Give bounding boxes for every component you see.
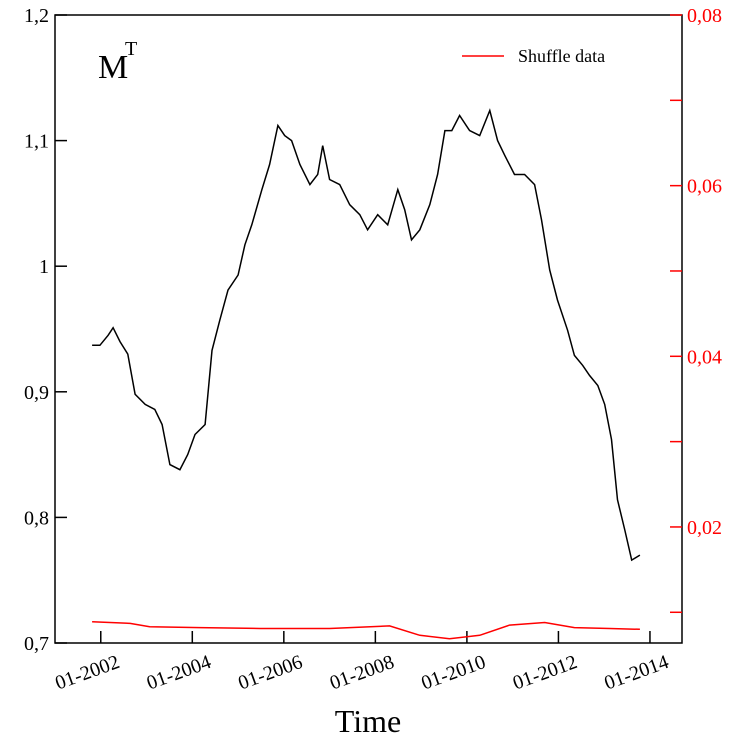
y-tick-label: 0,9 xyxy=(24,382,49,404)
x-tick-label: 01-2006 xyxy=(235,651,305,694)
legend-label: Shuffle data xyxy=(518,46,605,66)
y-tick-label: 1,2 xyxy=(24,5,49,27)
y-tick-label: 0,8 xyxy=(24,507,49,529)
y2-tick-label: 0,02 xyxy=(687,517,722,539)
x-tick-label: 01-2002 xyxy=(52,651,122,694)
annotation-superscript: T xyxy=(125,38,137,60)
x-tick-label: 01-2014 xyxy=(601,651,671,694)
series-line xyxy=(92,108,641,562)
annotation: M xyxy=(98,49,128,86)
y2-tick-label: 0,08 xyxy=(687,5,722,27)
plot-frame xyxy=(54,14,683,644)
x-tick-label: 01-2012 xyxy=(510,651,580,694)
y-tick-label: 0,7 xyxy=(24,633,49,655)
x-axis-label: Time xyxy=(335,703,401,739)
y-tick-label: 1 xyxy=(39,256,49,278)
x-tick-label: 01-2008 xyxy=(327,651,397,694)
series-line xyxy=(92,620,640,640)
y2-tick-label: 0,04 xyxy=(687,346,722,368)
y-tick-label: 1,1 xyxy=(24,131,49,153)
x-tick-label: 01-2010 xyxy=(418,651,488,694)
x-tick-label: 01-2004 xyxy=(144,651,214,694)
y2-tick-label: 0,06 xyxy=(687,176,722,198)
